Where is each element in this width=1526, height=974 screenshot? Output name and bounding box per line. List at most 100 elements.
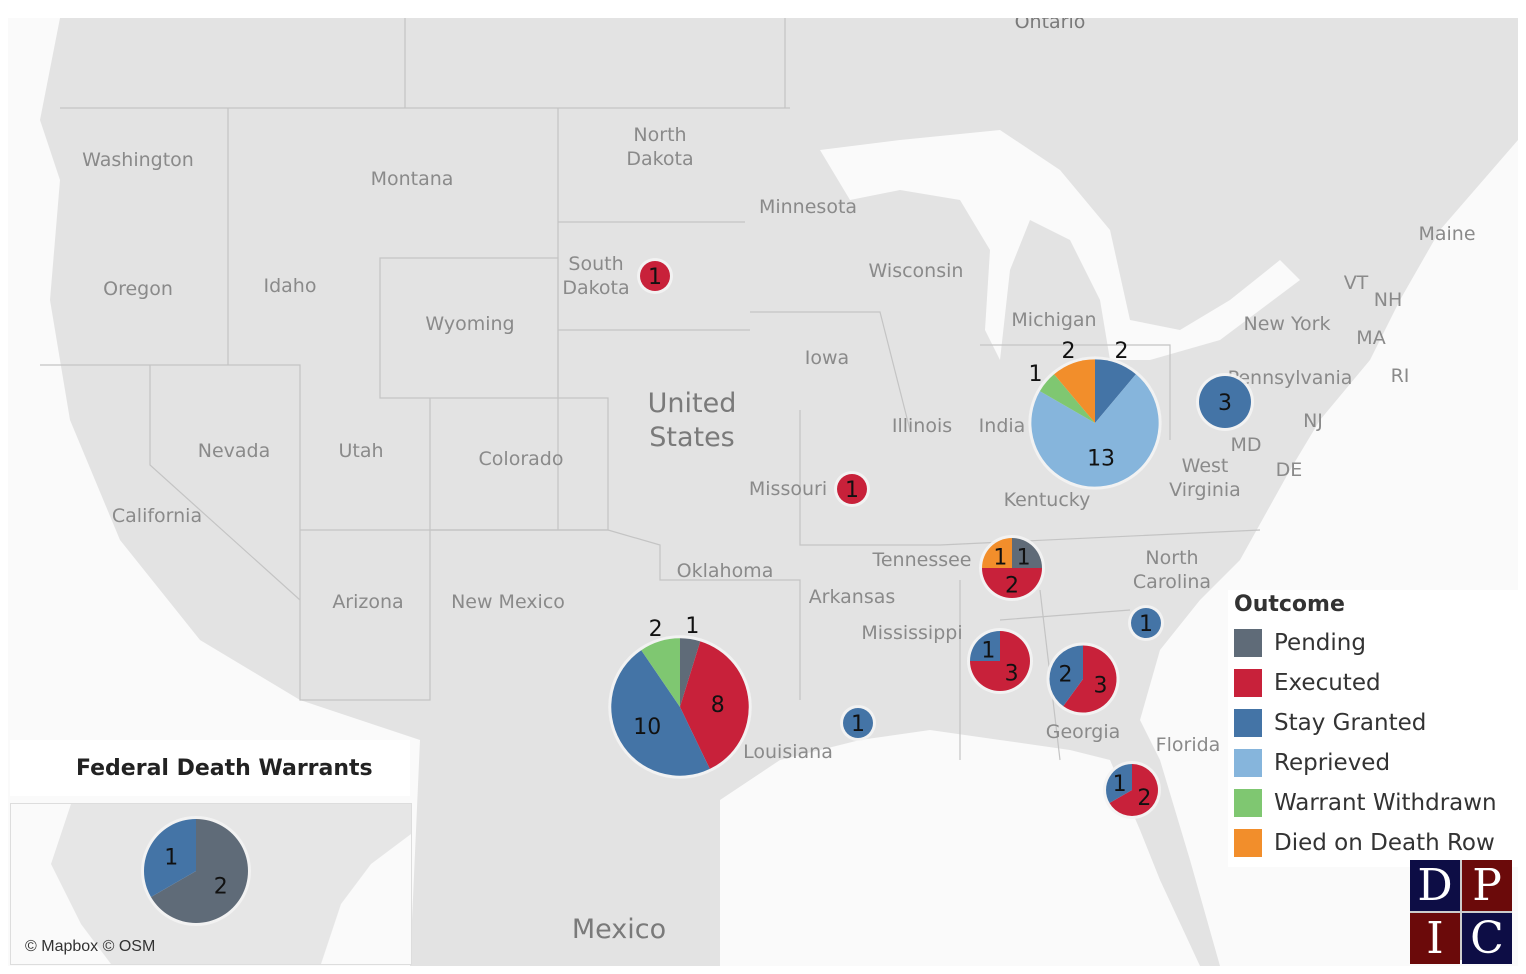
- logo-letter: P: [1462, 860, 1512, 911]
- pie-slice-stay[interactable]: [970, 631, 1000, 661]
- state-label: Oregon: [103, 278, 173, 300]
- pie-slice-reprieved[interactable]: [1031, 374, 1159, 487]
- legend-item-reprieved[interactable]: Reprieved: [1234, 743, 1524, 783]
- pie-value-label: 2: [649, 617, 663, 642]
- pie-value-label: 2: [1115, 339, 1129, 364]
- pie-value-label: 2: [1137, 786, 1151, 811]
- pie-slice-died[interactable]: [1054, 359, 1095, 423]
- map[interactable]: Washington Montana North Dakota Minnesota Ore…: [8, 18, 1518, 966]
- pie-slice-stay[interactable]: [1095, 359, 1136, 423]
- state-label: Wisconsin: [869, 260, 964, 282]
- state-label: Washington: [82, 149, 194, 171]
- pie-slice-pending[interactable]: [680, 638, 701, 707]
- pie-value-label: 1: [1139, 612, 1153, 637]
- pie-value-label: 2: [1061, 339, 1075, 364]
- state-label: South Dakota: [562, 253, 629, 299]
- legend-swatch: [1234, 629, 1262, 657]
- pie-slice-pending[interactable]: [1012, 538, 1042, 568]
- state-label: Arizona: [332, 591, 403, 613]
- pie-value-label: 1: [685, 614, 699, 639]
- pie-value-label: 3: [1218, 391, 1232, 416]
- pie-slice-stay[interactable]: [1131, 608, 1161, 638]
- pie-value-label: 1: [648, 265, 662, 290]
- pie-value-label: 10: [633, 715, 661, 740]
- pie-georgia[interactable]: 32: [1046, 642, 1120, 716]
- pie-federal[interactable]: 21: [141, 816, 251, 926]
- legend-swatch: [1234, 709, 1262, 737]
- state-label: Montana: [371, 168, 454, 190]
- pie-slice-executed[interactable]: [640, 261, 670, 291]
- pie-slice-executed[interactable]: [982, 568, 1042, 598]
- pie-value-label: 1: [1029, 362, 1043, 387]
- pie-value-label: 2: [1058, 662, 1072, 687]
- pie-slice-pending[interactable]: [150, 819, 248, 923]
- pie-slice-executed[interactable]: [1063, 645, 1117, 713]
- pie-slice-executed[interactable]: [680, 641, 749, 769]
- pie-slice-withdrawn[interactable]: [1039, 374, 1095, 423]
- state-label: West Virginia: [1169, 455, 1241, 501]
- pie-value-label: 2: [214, 874, 228, 899]
- pie-value-label: 13: [1087, 446, 1115, 471]
- legend-label: Pending: [1274, 630, 1366, 656]
- state-label: Tennessee: [871, 549, 971, 571]
- pie-slice-withdrawn[interactable]: [641, 638, 680, 707]
- pie-value-label: 2: [1005, 574, 1019, 599]
- pie-slice-stay[interactable]: [611, 650, 710, 776]
- state-label: Iowa: [805, 347, 849, 369]
- great-lakes: [820, 130, 1300, 360]
- legend-item-died[interactable]: Died on Death Row: [1234, 823, 1524, 863]
- logo-letter: D: [1410, 860, 1460, 911]
- state-label: Minnesota: [759, 196, 857, 218]
- pie-missouri[interactable]: 1: [834, 471, 870, 507]
- pie-slice-executed[interactable]: [837, 474, 867, 504]
- state-label: Colorado: [479, 448, 564, 470]
- pie-slice-stay[interactable]: [1106, 764, 1132, 803]
- chart-title: Federal Death Warrants: [76, 756, 373, 781]
- state-label: DE: [1276, 459, 1303, 481]
- state-label: Georgia: [1046, 721, 1121, 743]
- state-label: NH: [1374, 289, 1403, 311]
- pie-louisiana[interactable]: 1: [840, 705, 876, 741]
- pie-slice-died[interactable]: [982, 538, 1012, 568]
- pie-value-label: 8: [711, 693, 725, 718]
- pie-slice-stay[interactable]: [143, 819, 196, 897]
- state-label: Maine: [1418, 223, 1475, 245]
- legend-item-stay[interactable]: Stay Granted: [1234, 703, 1524, 743]
- legend-label: Died on Death Row: [1274, 830, 1495, 856]
- pie-slice-stay[interactable]: [1049, 645, 1083, 707]
- pie-slice-stay[interactable]: [1199, 376, 1251, 428]
- country-label: United States: [648, 388, 737, 453]
- map-attribution[interactable]: © Mapbox © OSM: [25, 938, 156, 955]
- pie-pennsylvania[interactable]: 3: [1196, 373, 1254, 431]
- pie-value-label: 1: [845, 478, 859, 503]
- state-label: MD: [1230, 434, 1261, 456]
- state-label: Nevada: [198, 440, 271, 462]
- pie-value-label: 1: [1113, 772, 1127, 797]
- pie-alabama[interactable]: 31: [967, 628, 1033, 694]
- state-label: Illinois: [892, 415, 952, 437]
- pie-value-label: 1: [1017, 545, 1031, 570]
- pie-slice-executed[interactable]: [1109, 764, 1158, 816]
- pie-south-carolina[interactable]: 1: [1128, 605, 1164, 641]
- legend-item-pending[interactable]: Pending: [1234, 623, 1524, 663]
- legend: Outcome Pending Executed Stay Granted Repri…: [1228, 590, 1524, 867]
- title-box: Federal Death Warrants: [10, 740, 410, 796]
- pie-florida[interactable]: 21: [1103, 761, 1161, 819]
- state-label: MA: [1356, 327, 1385, 349]
- legend-label: Executed: [1274, 670, 1381, 696]
- state-label: Florida: [1156, 734, 1221, 756]
- pie-tennessee[interactable]: 1 2 1: [979, 535, 1045, 601]
- state-label: Idaho: [264, 275, 317, 297]
- pie-slice-stay[interactable]: [843, 708, 873, 738]
- logo-letter: I: [1410, 913, 1460, 964]
- legend-swatch: [1234, 749, 1262, 777]
- pie-south-dakota[interactable]: 1: [637, 258, 673, 294]
- legend-item-withdrawn[interactable]: Warrant Withdrawn: [1234, 783, 1524, 823]
- legend-item-executed[interactable]: Executed: [1234, 663, 1524, 703]
- map-labels: Washington Montana North Dakota Minnesota Ore…: [82, 18, 1475, 945]
- state-label: North Dakota: [626, 124, 693, 170]
